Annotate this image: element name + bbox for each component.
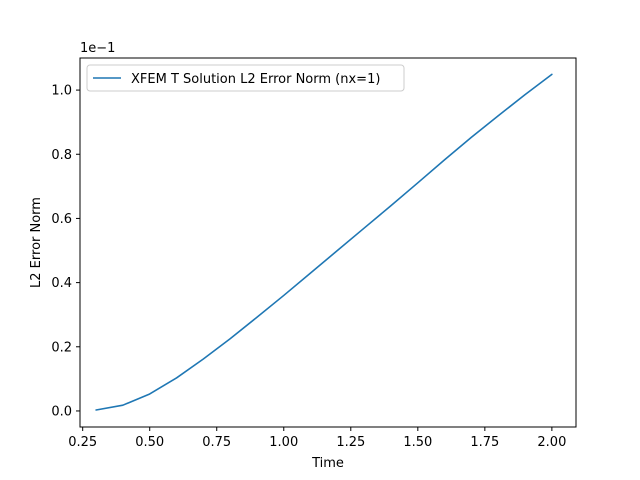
y-tick-label: 0.2 xyxy=(51,340,72,355)
data-point xyxy=(551,74,553,76)
y-axis-label: L2 Error Norm xyxy=(29,197,44,288)
x-tick-label: 1.75 xyxy=(470,435,499,450)
y-tick-label: 0.8 xyxy=(51,148,72,163)
x-tick-label: 2.00 xyxy=(537,435,566,450)
y-tick-label: 1.0 xyxy=(51,84,72,99)
x-axis: 0.25 0.50 0.75 1.00 1.25 1.50 1.75 2.00 xyxy=(68,427,566,450)
x-tick-label: 0.75 xyxy=(202,435,231,450)
data-point xyxy=(337,250,339,252)
data-point xyxy=(229,338,231,340)
data-point xyxy=(95,409,97,411)
legend-box xyxy=(86,64,405,92)
data-point xyxy=(310,272,312,274)
x-tick-label: 1.25 xyxy=(336,435,365,450)
y-tick-label: 0.4 xyxy=(51,276,72,291)
data-point xyxy=(176,377,178,379)
y-tick-label: 0.6 xyxy=(51,212,72,227)
data-point xyxy=(444,159,446,161)
y-tick-label: 0.0 xyxy=(51,404,72,419)
data-point xyxy=(497,115,499,117)
y-offset-label: 1e−1 xyxy=(80,41,115,56)
x-axis-label: Time xyxy=(311,456,344,471)
series-layer xyxy=(95,73,553,411)
data-point xyxy=(149,393,151,395)
x-tick-label: 1.00 xyxy=(269,435,298,450)
legend-label: XFEM T Solution L2 Error Norm (nx=1) xyxy=(131,72,380,87)
y-axis: 0.0 0.2 0.4 0.6 0.8 1.0 xyxy=(51,84,80,419)
data-point xyxy=(122,404,124,406)
data-point xyxy=(256,316,258,318)
legend: XFEM T Solution L2 Error Norm (nx=1) xyxy=(86,64,405,92)
data-point xyxy=(524,94,526,96)
data-point xyxy=(471,136,473,138)
data-point xyxy=(363,227,365,229)
x-tick-label: 0.25 xyxy=(68,435,97,450)
data-point xyxy=(203,358,205,360)
plot-area-border xyxy=(79,57,577,428)
x-tick-label: 0.50 xyxy=(135,435,164,450)
series-line xyxy=(95,73,553,411)
plot-frame xyxy=(79,57,577,428)
x-tick-label: 1.50 xyxy=(403,435,432,450)
data-point xyxy=(417,182,419,184)
data-point xyxy=(283,295,285,297)
data-point xyxy=(390,205,392,207)
